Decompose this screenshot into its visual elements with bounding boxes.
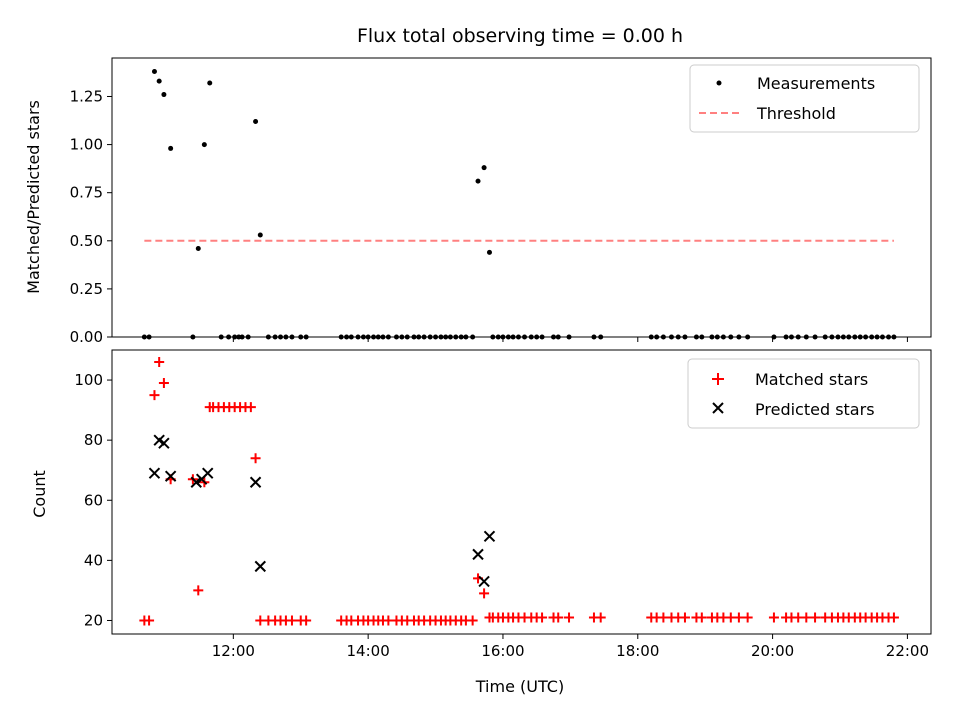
y-axis-label-ratio: Matched/Predicted stars: [24, 100, 43, 294]
predicted-star-point: [158, 437, 170, 449]
y-axis-label-count: Count: [30, 470, 49, 518]
predicted-star-point: [190, 476, 202, 488]
y-tick-label: 40: [84, 551, 103, 569]
legend-label-threshold: Threshold: [756, 104, 836, 123]
plot-frame: [111, 349, 932, 635]
legend-marker-matched: [712, 373, 724, 385]
measurement-point: [156, 78, 162, 84]
matched-star-point: [696, 612, 707, 623]
matched-star-point: [679, 612, 690, 623]
y-tick-label: 80: [84, 431, 103, 449]
tick-group: 0.00 0.25 0.50 0.75 1.00 1.25: [70, 87, 908, 346]
legend-marker-measurements: [716, 80, 722, 86]
x-tick-label: 14:00: [347, 642, 390, 660]
measurement-point: [486, 249, 492, 255]
matched-star-point: [595, 612, 606, 623]
matched-star-point: [801, 612, 812, 623]
legend-marker-predicted: [712, 402, 724, 414]
plot-area: [141, 68, 897, 340]
measurement-point: [151, 68, 157, 74]
x-tick-label: 22:00: [886, 642, 929, 660]
measurement-point: [253, 118, 259, 124]
measurement-point: [207, 80, 213, 86]
y-tick-label: 0.00: [70, 328, 103, 346]
y-tick-label: 0.50: [70, 232, 103, 250]
x-axis-label-time: Time (UTC): [475, 677, 564, 696]
legend: Matched stars Predicted stars: [687, 358, 920, 429]
matched-star-point: [250, 453, 261, 464]
matched-star-point: [144, 615, 155, 626]
y-tick-label: 60: [84, 491, 103, 509]
legend-box: [689, 64, 920, 133]
x-tick-label: 20:00: [751, 642, 794, 660]
measurement-point: [481, 165, 487, 171]
matched-star-point: [193, 585, 204, 596]
predicted-star-point: [249, 476, 262, 488]
legend-label-measurements: Measurements: [757, 74, 875, 93]
legend-label-predicted: Predicted stars: [755, 400, 875, 419]
matched-star-point: [733, 612, 744, 623]
y-tick-label: 1.00: [70, 136, 103, 154]
measurement-point: [201, 142, 207, 148]
predicted-star-point: [472, 548, 484, 561]
matched-star-point: [564, 612, 575, 623]
chart-matched-predicted-ratio: Flux total observing time = 0.00 h Match…: [24, 25, 932, 346]
matched-star-point: [158, 378, 169, 389]
predicted-star-point: [148, 467, 161, 479]
plot-frame: [111, 57, 932, 338]
measurement-point: [195, 245, 201, 251]
measurement-point: [168, 145, 174, 151]
matched-star-point: [154, 357, 165, 368]
measurement-point: [161, 92, 167, 98]
plot-area: [139, 357, 899, 626]
matched-star-point: [301, 615, 312, 626]
predicted-star-point: [254, 560, 267, 573]
matched-star-point: [149, 390, 160, 401]
x-tick-label: 16:00: [481, 642, 524, 660]
y-tick-label: 20: [84, 611, 103, 629]
matched-star-point: [888, 612, 899, 623]
legend-label-matched: Matched stars: [755, 370, 868, 389]
matched-star-point: [742, 612, 753, 623]
predicted-star-point: [483, 530, 496, 543]
predicted-star-point: [202, 467, 214, 479]
y-tick-label: 1.25: [70, 87, 103, 105]
matched-star-point: [537, 612, 548, 623]
measurement-point: [475, 178, 481, 184]
matched-star-point: [810, 612, 821, 623]
y-tick-label: 0.75: [70, 184, 103, 202]
x-tick-label: 18:00: [616, 642, 659, 660]
matched-star-point: [768, 612, 779, 623]
predicted-star-point: [478, 575, 490, 588]
legend: Measurements Threshold: [689, 64, 920, 133]
chart-star-counts: Count Time (UTC) 20 40 60 80 100 12:00 14:00 16…: [30, 349, 932, 696]
chart-title: Flux total observing time = 0.00 h: [357, 25, 683, 47]
y-tick-label: 0.25: [70, 280, 103, 298]
matched-star-point: [286, 615, 297, 626]
legend-box: [687, 358, 920, 429]
x-tick-label: 12:00: [212, 642, 255, 660]
predicted-star-point: [164, 470, 177, 482]
y-tick-label: 100: [74, 371, 103, 389]
matched-star-point: [467, 615, 478, 626]
matched-star-point: [479, 588, 490, 599]
tick-group: 20 40 60 80 100 12:00 14:00 16:00 18:00 20:00 22:0…: [74, 371, 929, 660]
matched-star-point: [553, 612, 564, 623]
measurement-point: [257, 232, 263, 238]
matched-star-point: [245, 402, 256, 413]
